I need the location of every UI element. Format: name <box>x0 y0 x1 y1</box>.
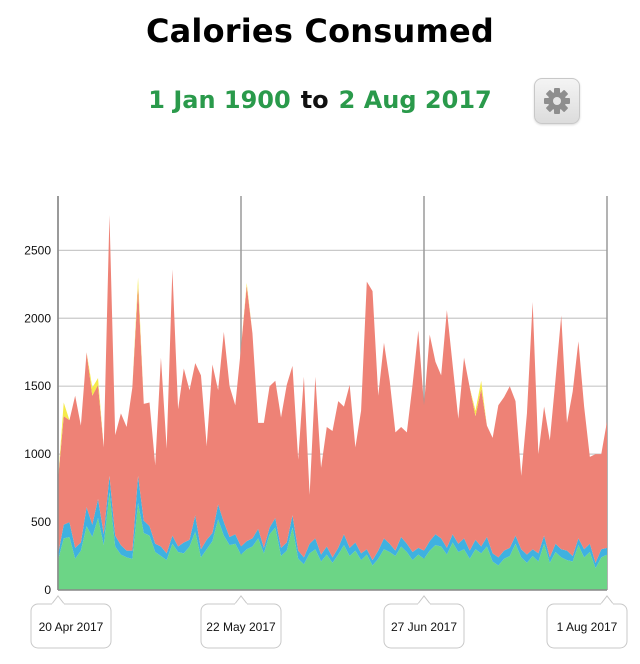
end-date-link[interactable]: 2 Aug 2017 <box>338 86 492 114</box>
x-date-label: 1 Aug 2017 <box>557 620 618 634</box>
x-date-label: 27 Jun 2017 <box>391 620 457 634</box>
settings-button[interactable] <box>534 78 580 124</box>
page-title: Calories Consumed <box>145 12 495 50</box>
y-tick-label: 2000 <box>24 311 51 325</box>
gear-icon <box>544 88 570 114</box>
y-tick-label: 500 <box>31 515 51 529</box>
x-date-label: 22 May 2017 <box>206 620 276 634</box>
y-tick-label: 2500 <box>24 243 51 257</box>
date-range: 1 Jan 1900 to 2 Aug 2017 <box>0 86 640 114</box>
y-tick-label: 1000 <box>24 447 51 461</box>
y-tick-label: 1500 <box>24 379 51 393</box>
date-bubble <box>30 603 112 649</box>
start-date-link[interactable]: 1 Jan 1900 <box>148 86 291 114</box>
series-area-0 <box>58 492 607 590</box>
date-range-connector: to <box>300 86 329 114</box>
date-bubble <box>546 603 628 649</box>
x-date-label: 20 Apr 2017 <box>39 620 104 634</box>
series-area-2 <box>58 215 607 563</box>
y-tick-label: 0 <box>44 583 51 597</box>
